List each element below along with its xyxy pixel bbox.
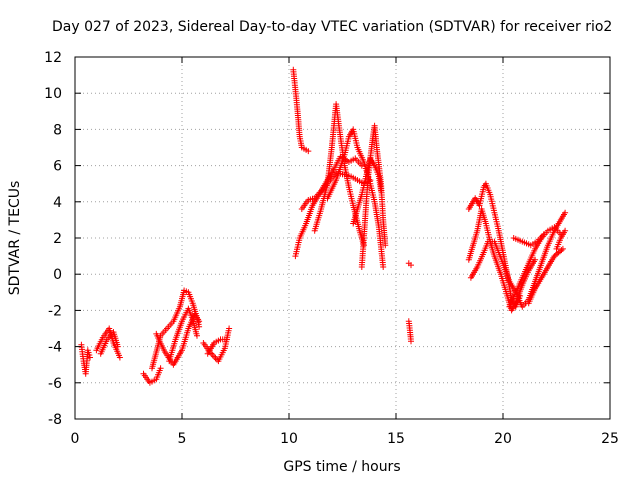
marker-trace — [506, 224, 564, 310]
marker-trace — [153, 311, 203, 368]
y-tick-label: -2 — [48, 303, 62, 319]
marker-trace — [553, 227, 569, 252]
x-tick-labels: 0 5 10 15 20 25 — [71, 431, 619, 447]
y-tick-label: 0 — [53, 267, 62, 283]
series-seg-16 — [350, 155, 384, 227]
y-tick-label: -6 — [48, 376, 62, 392]
marker-trace — [405, 260, 414, 269]
marker-trace — [78, 341, 93, 377]
y-tick-label: 2 — [53, 231, 62, 247]
marker-trace — [311, 101, 367, 249]
grid-lines — [75, 57, 610, 419]
series-seg-13 — [311, 101, 367, 249]
marker-trace — [405, 318, 414, 345]
marker-trace — [290, 66, 312, 155]
x-tick-label: 5 — [178, 431, 187, 447]
y-tick-label: 12 — [44, 50, 62, 66]
marker-trace — [350, 155, 384, 227]
x-axis-label: GPS time / hours — [283, 459, 400, 475]
marker-trace — [525, 245, 566, 307]
marker-trace — [140, 365, 164, 386]
x-tick-label: 0 — [71, 431, 80, 447]
marker-trace — [97, 329, 121, 357]
y-tick-label: 10 — [44, 86, 62, 102]
y-tick-labels: -8 -6 -4 -2 0 2 4 6 8 10 12 — [44, 50, 62, 428]
x-tick-label: 15 — [387, 431, 405, 447]
chart-title: Day 027 of 2023, Sidereal Day-to-day VTE… — [52, 19, 612, 35]
series-seg-24 — [510, 231, 547, 249]
y-tick-label: 4 — [53, 195, 62, 211]
marker-trace — [166, 305, 200, 365]
x-tick-label: 25 — [601, 431, 619, 447]
marker-trace — [510, 231, 547, 249]
series-seg-9 — [204, 336, 230, 357]
series-seg-3 — [97, 329, 121, 357]
y-tick-label: 8 — [53, 122, 62, 138]
series-seg-7 — [166, 305, 200, 365]
x-tick-label: 10 — [280, 431, 298, 447]
series-seg-4 — [140, 365, 164, 386]
series-seg-17 — [405, 260, 414, 269]
series-seg-22 — [506, 224, 564, 310]
series-seg-6 — [153, 311, 203, 368]
series-seg-18 — [405, 318, 414, 345]
axis-ticks — [74, 56, 611, 420]
series-seg-10 — [290, 66, 312, 155]
series-seg-25 — [553, 227, 569, 252]
y-tick-label: 6 — [53, 159, 62, 175]
y-axis-label: SDTVAR / TECUs — [7, 181, 23, 296]
series-seg-23 — [525, 245, 566, 307]
x-tick-label: 20 — [494, 431, 512, 447]
y-tick-label: -8 — [48, 412, 62, 428]
y-tick-label: -4 — [48, 340, 62, 356]
marker-trace — [204, 336, 230, 357]
series-seg-1 — [78, 341, 93, 377]
data-points — [78, 66, 569, 386]
